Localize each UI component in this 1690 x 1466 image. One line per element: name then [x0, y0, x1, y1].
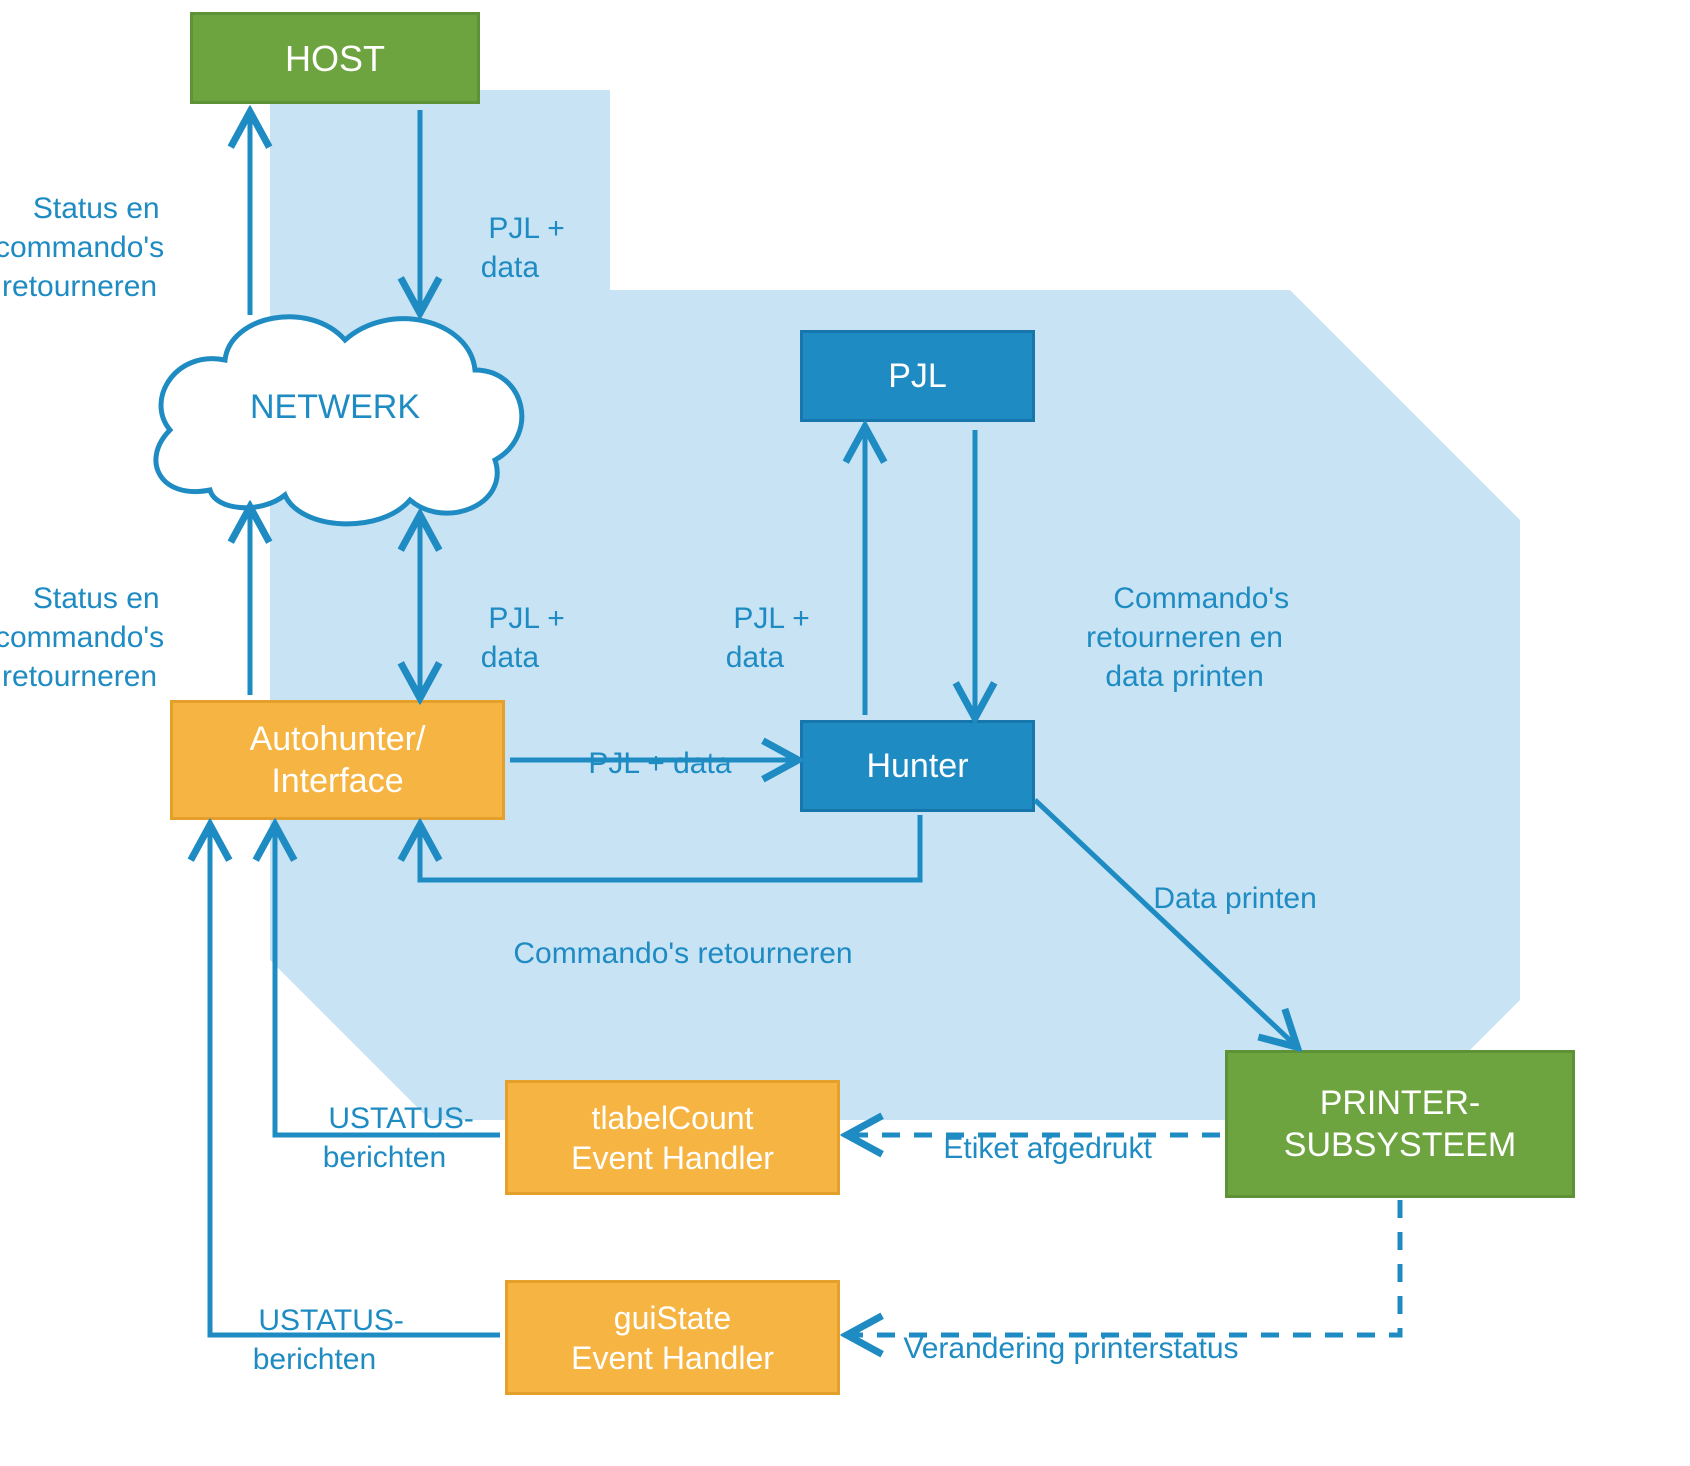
node-pjl-label: PJL: [888, 355, 947, 398]
label-auto-net-up: Status en commando's retourneren: [0, 540, 164, 735]
label-hunter-auto: Commando's retourneren: [480, 895, 853, 1012]
node-guistate: guiState Event Handler: [505, 1280, 840, 1395]
label-text: PJL + data: [726, 602, 810, 674]
node-netwerk: NETWERK: [170, 310, 500, 505]
label-text: Status en commando's retourneren: [0, 582, 164, 693]
node-printer: PRINTER- SUBSYSTEEM: [1225, 1050, 1575, 1198]
node-autohunter: Autohunter/ Interface: [170, 700, 505, 820]
node-hunter-label: Hunter: [866, 745, 968, 788]
node-autohunter-label: Autohunter/ Interface: [250, 718, 426, 803]
label-net-host-up: Status en commando's retourneren: [0, 150, 164, 345]
label-auto-hunter: PJL + data: [555, 705, 732, 822]
label-hunter-pjl: PJL + data: [700, 560, 810, 716]
label-hunter-printer: Data printen: [1120, 840, 1317, 957]
label-guistate-auto: USTATUS- berichten: [225, 1262, 404, 1418]
label-pjl-hunter: Commando's retourneren en data printen: [1080, 540, 1289, 735]
label-text: Commando's retourneren en data printen: [1086, 582, 1289, 693]
label-text: Commando's retourneren: [513, 937, 852, 970]
label-text: Etiket afgedrukt: [943, 1132, 1151, 1165]
node-netwerk-label: NETWERK: [250, 386, 420, 429]
label-text: PJL + data: [481, 602, 565, 674]
label-net-auto-down: PJL + data: [455, 560, 565, 716]
node-host-label: HOST: [285, 36, 385, 81]
label-tlabel-auto: USTATUS- berichten: [295, 1060, 474, 1216]
label-text: PJL + data: [588, 747, 731, 780]
node-guistate-label: guiState Event Handler: [571, 1298, 774, 1378]
node-host: HOST: [190, 12, 480, 104]
node-pjl: PJL: [800, 330, 1035, 422]
label-printer-tlabel: Etiket afgedrukt: [910, 1090, 1152, 1207]
label-text: Data printen: [1153, 882, 1316, 915]
label-text: PJL + data: [481, 212, 565, 284]
edge-hunter-auto: [420, 815, 920, 880]
label-host-net-down: PJL + data: [455, 170, 565, 326]
label-text: Verandering printerstatus: [903, 1332, 1238, 1365]
label-text: Status en commando's retourneren: [0, 192, 164, 303]
label-text: USTATUS- berichten: [323, 1102, 474, 1174]
diagram-canvas: HOST NETWERK PJL Autohunter/ Interface H…: [0, 0, 1690, 1466]
node-tlabel-label: tlabelCount Event Handler: [571, 1098, 774, 1178]
node-hunter: Hunter: [800, 720, 1035, 812]
label-printer-guistate: Verandering printerstatus: [870, 1290, 1239, 1407]
node-printer-label: PRINTER- SUBSYSTEEM: [1284, 1082, 1516, 1167]
label-text: USTATUS- berichten: [253, 1304, 404, 1376]
node-tlabel: tlabelCount Event Handler: [505, 1080, 840, 1195]
